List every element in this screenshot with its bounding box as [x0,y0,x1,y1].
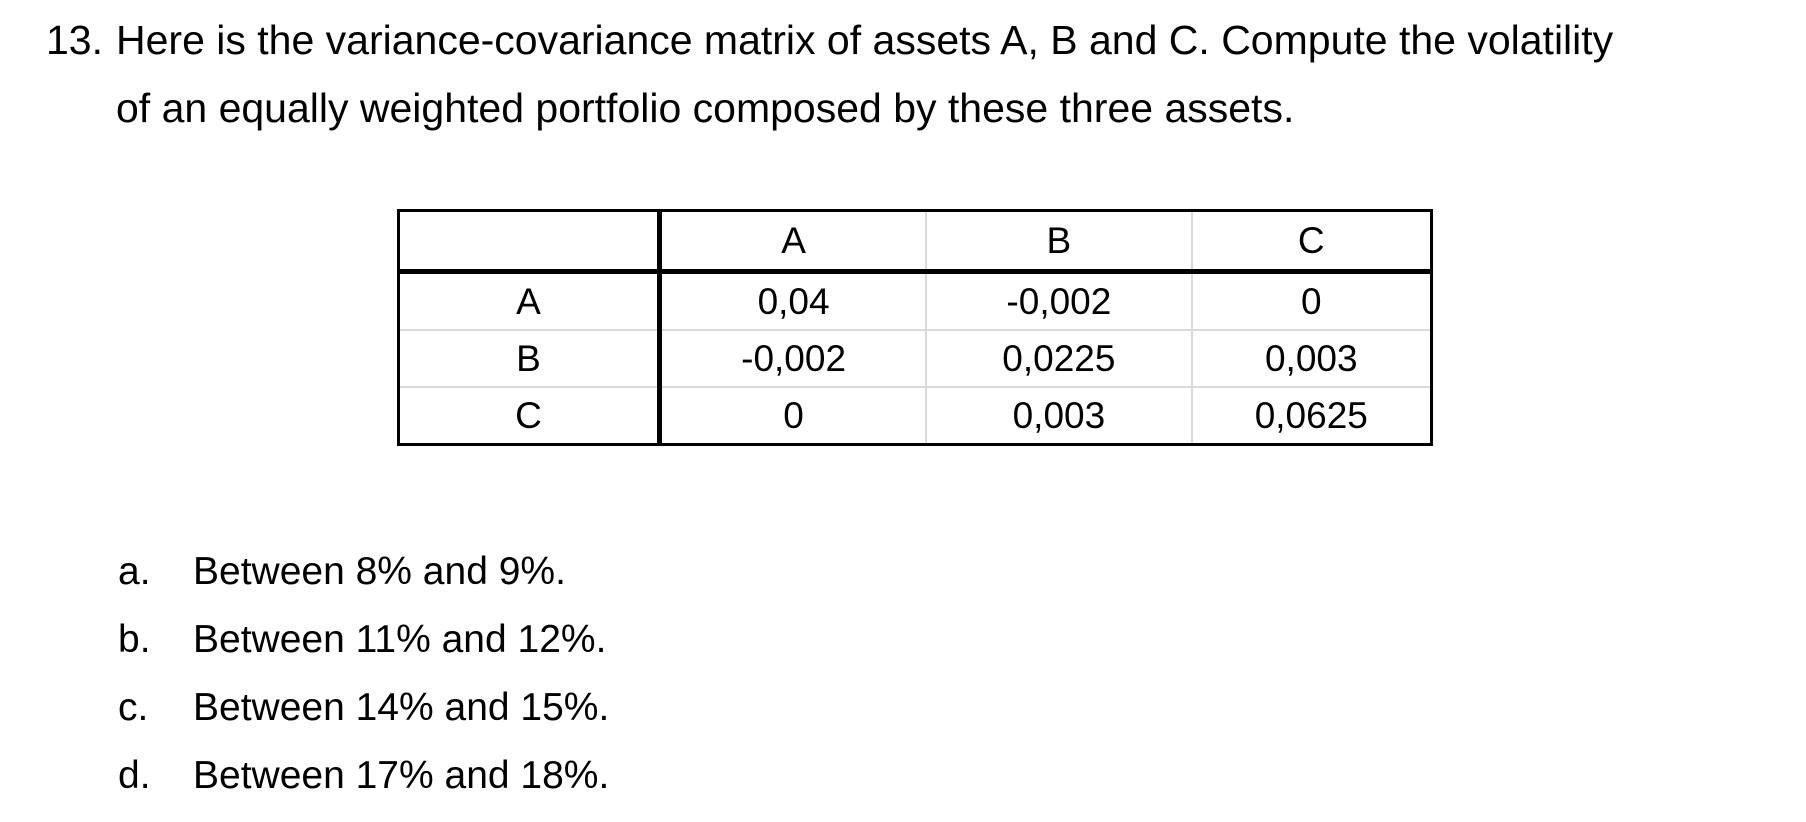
option-letter: a. [118,550,151,593]
matrix-column-header: A [658,209,928,274]
matrix-column-header: B [925,209,1193,274]
option-text: Between 8% and 9%. [193,550,566,593]
matrix-row-header: A [397,270,662,331]
option-text: Between 14% and 15%. [193,686,610,729]
matrix-column-header: C [1190,209,1433,274]
matrix-corner-cell [397,209,662,274]
matrix-header-row: A B C [397,209,1433,274]
matrix-cell: -0,002 [658,329,928,388]
matrix-cell: 0,0225 [925,329,1193,388]
matrix-cell: 0,0625 [1190,386,1433,446]
option-letter: d. [118,754,151,797]
matrix-cell: 0 [1190,270,1433,331]
question-number: 13. [46,17,103,63]
option-text: Between 17% and 18%. [193,754,610,797]
matrix-row-header: C [397,386,662,446]
answer-option-d[interactable]: d. Between 17% and 18%. [118,742,609,810]
option-letter: c. [118,686,149,729]
matrix-row: C 0 0,003 0,0625 [397,386,1433,446]
option-letter: b. [118,618,151,661]
matrix-row: B -0,002 0,0225 0,003 [397,329,1433,388]
answer-options: a. Between 8% and 9%. b. Between 11% and 1… [118,538,609,810]
question-text-line-1: Here is the variance-covariance matrix o… [116,17,1614,63]
option-text: Between 11% and 12%. [193,618,607,661]
question-block: 13. Here is the variance-covariance matri… [46,6,1796,142]
question-text-line-2: of an equally weighted portfolio compose… [116,85,1295,131]
variance-covariance-matrix: A B C A 0,04 -0,002 0 B -0,002 0,0225 0,… [397,209,1433,446]
matrix-cell: 0,003 [925,386,1193,446]
question-line-1: 13. Here is the variance-covariance matri… [46,6,1796,74]
answer-option-c[interactable]: c. Between 14% and 15%. [118,674,609,742]
matrix-row: A 0,04 -0,002 0 [397,270,1433,331]
answer-option-a[interactable]: a. Between 8% and 9%. [118,538,609,606]
matrix-cell: 0,003 [1190,329,1433,388]
matrix-row-header: B [397,329,662,388]
answer-option-b[interactable]: b. Between 11% and 12%. [118,606,609,674]
matrix-cell: -0,002 [925,270,1193,331]
matrix-cell: 0 [658,386,928,446]
matrix-cell: 0,04 [658,270,928,331]
